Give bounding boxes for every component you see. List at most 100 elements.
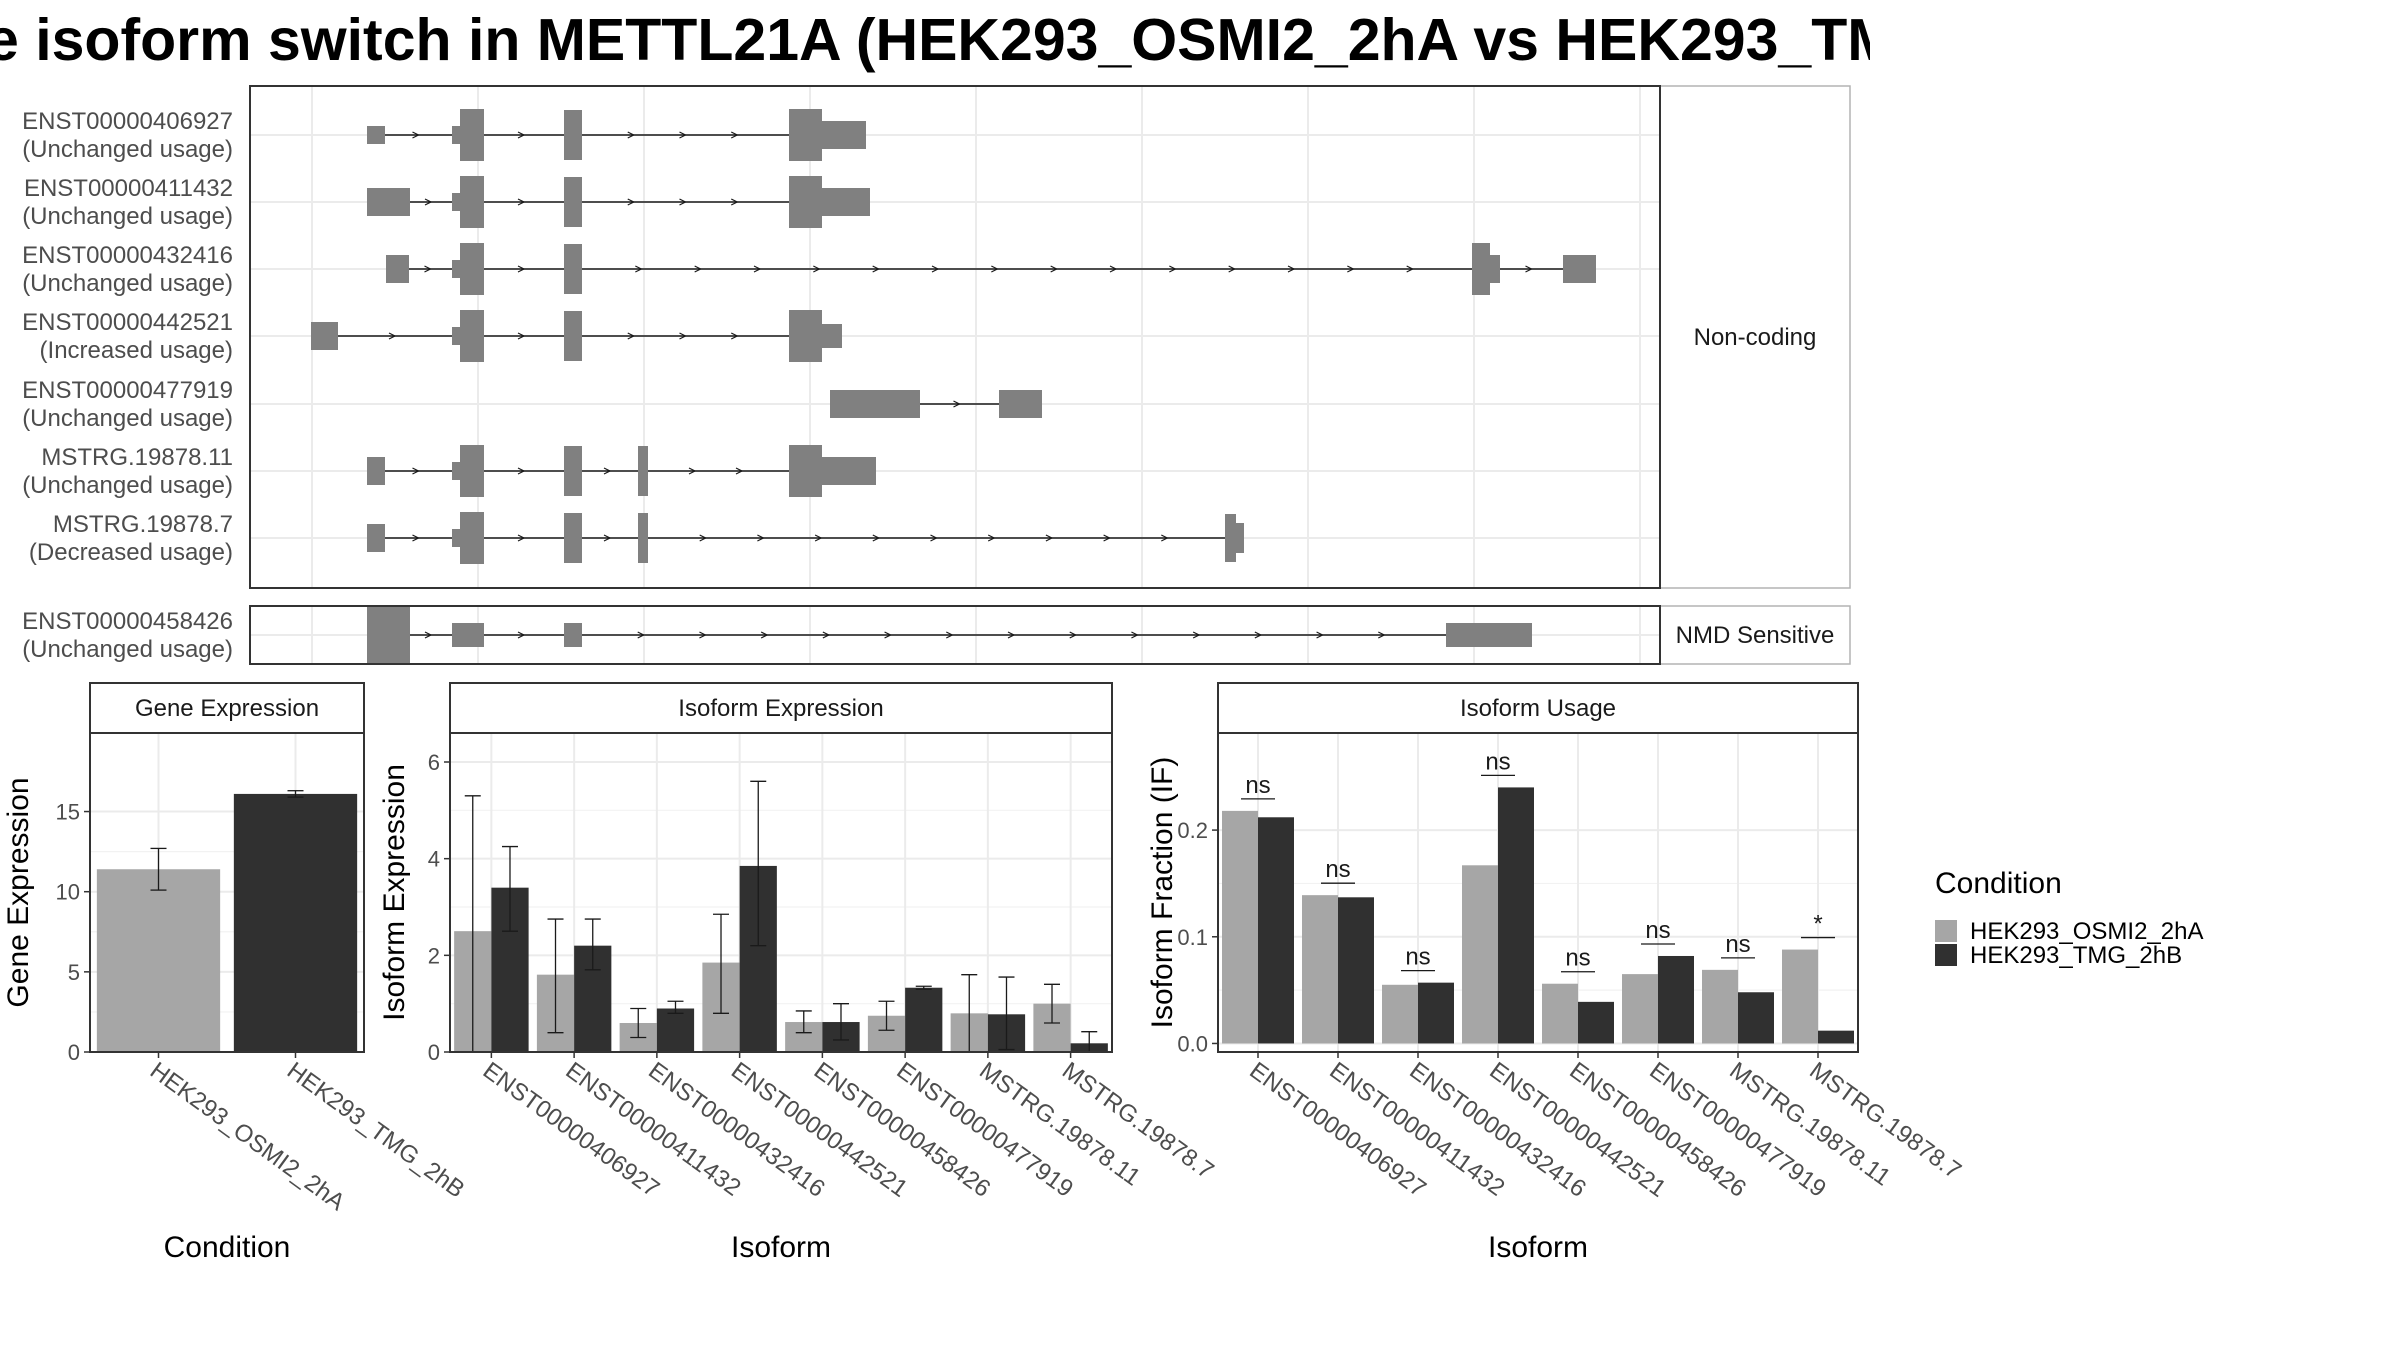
exon [452,623,484,647]
intron-arrow [757,534,765,542]
bar [96,869,221,1052]
transcript-usage-label: (Unchanged usage) [22,270,233,297]
legend-key [1935,944,1957,966]
structure-panel-border [249,605,1661,665]
intron-arrow [1228,265,1237,273]
transcript-usage-label: (Unchanged usage) [22,405,233,432]
exon [564,623,582,647]
exon [564,177,582,227]
significance-label: ns [1325,856,1350,883]
intron-arrow [1050,265,1059,273]
exon [789,310,822,362]
transcript-label: ENST00000411432 [24,175,233,202]
bar [1818,1030,1854,1044]
exon [460,512,484,564]
y-tick-label: 0.1 [1177,925,1208,950]
bar [1622,974,1658,1044]
intron-arrow [1347,265,1355,273]
intron-arrow [1045,534,1054,542]
exon [822,324,842,348]
legend-label: HEK293_TMG_2hB [1970,942,2182,969]
significance-label: ns [1245,772,1270,799]
exon [1446,623,1532,647]
x-axis-title: Condition [164,1231,291,1264]
exon [452,462,460,480]
legend-title: Condition [1935,867,2062,900]
intron-arrow [953,400,961,408]
transcript-label: ENST00000432416 [22,242,233,269]
exon [460,109,484,161]
transcript-label: ENST00000406927 [22,108,233,135]
intron-arrow [699,534,708,542]
exon [822,121,866,149]
intron-arrow [1169,265,1177,273]
intron-arrow [1254,631,1263,639]
transcript-label: ENST00000442521 [22,309,233,336]
exon [1236,523,1244,553]
intron-arrow [1378,631,1386,639]
legend-key [1935,920,1957,942]
intron-arrow [946,631,954,639]
intron-arrow [735,467,744,475]
intron-arrow [699,631,707,639]
bar [1258,817,1294,1044]
bar [1418,982,1454,1044]
significance-label: ns [1645,917,1670,944]
intron-arrow [1007,631,1016,639]
intron-arrow [987,534,996,542]
exon [1225,514,1236,562]
intron-arrow [517,198,526,206]
y-tick-label: 0.2 [1177,818,1208,843]
transcript-label: MSTRG.19878.7 [53,511,233,538]
intron-arrow [679,131,687,139]
exon [789,109,822,161]
intron-arrow [688,467,697,475]
panel-strip [449,682,1113,734]
intron-arrow [760,631,769,639]
exon [367,457,385,485]
y-tick-label: 0 [428,1040,440,1065]
intron-arrow [424,198,433,206]
exon [564,446,582,496]
intron-arrow [627,198,636,206]
x-axis-title: Isoform [731,1231,831,1264]
intron-arrow [637,631,646,639]
exon [789,445,822,497]
intron-arrow [931,265,940,273]
transcript-label: MSTRG.19878.11 [41,444,233,471]
y-tick-label: 10 [56,880,80,905]
bar [1302,895,1338,1044]
exon [564,110,582,160]
exon [367,126,385,144]
plot-title-text: e isoform switch in METTL21A (HEK293_OSM… [0,7,1870,73]
transcript-usage-label: (Increased usage) [40,337,233,364]
intron-arrow [872,534,881,542]
intron-arrow [930,534,938,542]
exon [367,524,385,552]
x-axis-title: Isoform [1488,1231,1588,1264]
bar [1462,865,1498,1044]
structure-panel-border [249,85,1661,589]
intron-arrow [679,198,687,206]
panel-strip [89,682,365,734]
structure-strip-label: NMD Sensitive [1676,622,1835,649]
exon [311,322,338,350]
y-tick-label: 6 [428,750,440,775]
exon [638,513,648,563]
intron-arrow [1287,265,1296,273]
bar [1578,1001,1614,1044]
y-tick-label: 2 [428,943,440,968]
intron-arrow [730,131,739,139]
intron-arrow [814,534,823,542]
panel-strip [1217,682,1859,734]
transcript-usage-label: (Unchanged usage) [22,636,233,663]
structure-strip-label: Non-coding [1694,324,1817,351]
intron-arrow [517,131,526,139]
exon [452,529,460,547]
bar [1658,955,1694,1044]
intron-arrow [679,332,687,340]
intron-arrow [1161,534,1169,542]
intron-arrow [603,467,612,475]
intron-arrow [730,332,739,340]
